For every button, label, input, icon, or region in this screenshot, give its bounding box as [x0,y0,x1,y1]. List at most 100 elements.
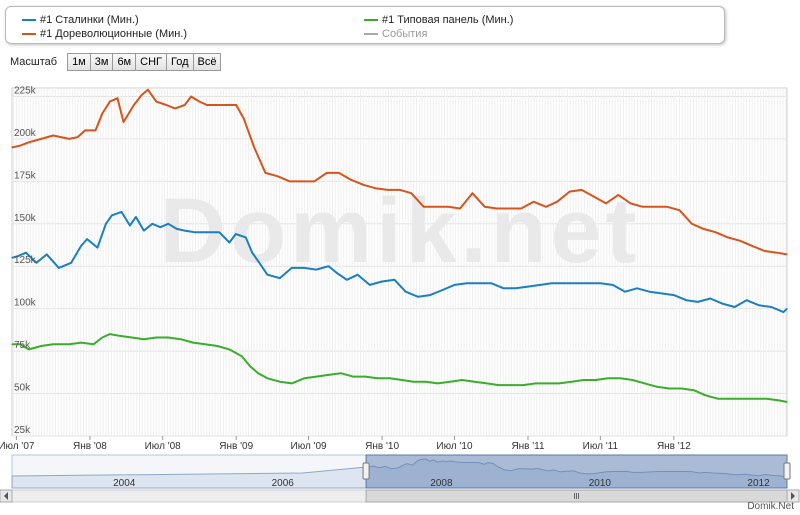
navigator-handle-right[interactable] [783,462,791,480]
series-line-1[interactable] [11,88,788,256]
data-point [746,299,748,301]
series-group [11,88,788,403]
data-point [277,175,279,177]
data-point [425,381,427,383]
data-point [206,104,208,106]
data-point [364,375,366,378]
data-point [376,377,378,379]
navigator-handle-left[interactable] [362,462,370,480]
data-point [184,229,186,232]
x-tick-label: Янв '10 [365,441,399,452]
x-tick-label: Июл '10 [436,441,473,452]
data-point [352,375,354,378]
data-point [92,343,95,345]
data-point [412,381,414,383]
arrow-right-icon [791,492,795,500]
data-point [770,306,773,308]
footer-credit: Domik.Net [747,501,794,512]
x-tick-label: Июл '08 [145,441,182,452]
zoom-6m-button[interactable]: 6м [112,53,137,71]
data-point [447,206,449,208]
data-point [459,207,461,210]
data-point [143,338,145,340]
data-point [587,282,589,284]
data-point [245,236,247,238]
data-point [289,180,291,182]
data-point [619,377,621,379]
data-point [498,384,500,386]
data-point [534,382,537,384]
data-point [25,252,27,254]
data-point [216,345,219,347]
legend-label: #1 Сталинки (Мин.) [40,14,139,26]
data-point [266,274,269,276]
legend-swatch [364,33,378,35]
legend-item-dorevolyucionnye[interactable]: #1 Дореволюционные (Мин.) [22,28,187,40]
data-point [515,287,517,289]
data-point [466,282,468,284]
data-point [575,282,577,284]
data-point [70,262,72,264]
data-point [303,377,305,379]
data-point [693,389,695,391]
legend-item-stalinki[interactable]: #1 Сталинки (Мин.) [22,14,139,26]
data-point [484,206,486,208]
data-point [11,343,13,345]
x-tick-label: Янв '11 [511,441,545,452]
data-point [118,335,121,337]
data-point [190,95,192,98]
grid [12,88,787,437]
data-point [180,338,182,340]
data-point [249,365,251,367]
arrow-left-icon [4,492,8,500]
data-point [778,399,780,401]
data-point [532,201,535,203]
zoom-3m-button[interactable]: 3м [89,53,114,71]
data-point [605,202,607,205]
data-point [685,299,687,301]
data-point [96,246,99,249]
x-tick-label: Июл '11 [583,441,619,452]
data-point [630,202,632,205]
data-point [721,302,723,305]
data-point [52,343,54,345]
data-point [241,355,243,357]
data-point [593,196,595,198]
data-point [401,379,403,381]
data-point [435,206,437,208]
data-point [218,231,221,233]
data-point [563,282,565,284]
data-point [122,121,125,123]
legend-item-events[interactable]: События [364,28,427,40]
data-point [11,257,13,259]
data-point [473,381,476,383]
watermark: Domik.net [160,180,641,282]
data-point [301,180,303,182]
navigator-selection[interactable] [365,454,788,489]
data-point [607,377,609,379]
data-point [399,189,401,191]
legend-label: События [382,28,428,40]
navigator[interactable]: 2004 2006 2008 2010 2012 [0,454,800,503]
data-point [545,206,547,208]
data-point [218,104,221,106]
series-line-0[interactable] [11,210,788,314]
data-point [264,172,267,174]
data-point [76,136,79,138]
data-point [40,345,42,347]
data-point [381,280,383,283]
data-point [582,379,585,381]
data-point [204,343,206,345]
legend-item-tipovaya-panel[interactable]: #1 Типовая панель (Мин.) [364,14,513,26]
data-point [198,100,201,103]
data-point [547,382,549,384]
data-point [632,379,634,381]
x-tick-label: Июл '07 [0,441,35,452]
data-point [129,224,131,227]
data-point [19,343,21,345]
zoom-all-button[interactable]: Всё [192,53,222,71]
data-point [135,216,137,218]
data-point [527,286,529,288]
data-point [151,223,153,225]
